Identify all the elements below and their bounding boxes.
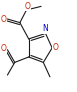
Text: N: N [43, 24, 48, 33]
Text: O: O [1, 44, 7, 53]
Text: O: O [25, 2, 31, 11]
Text: O: O [53, 43, 59, 52]
Text: O: O [1, 15, 7, 24]
